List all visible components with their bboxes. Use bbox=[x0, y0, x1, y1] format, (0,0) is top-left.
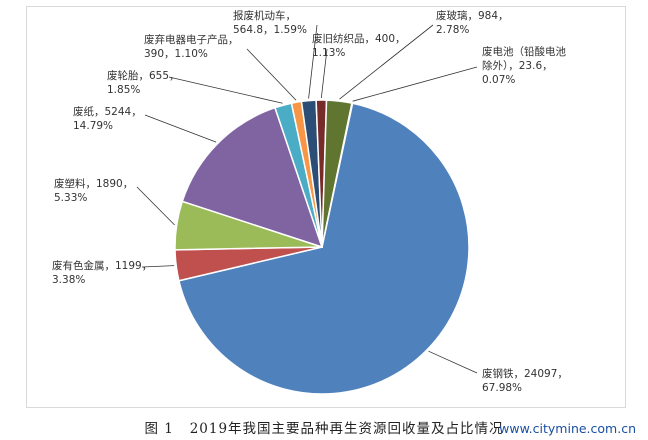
slice-label-1: 废钢铁，24097， 67.98% bbox=[482, 367, 568, 394]
slice-label-8: 废旧纺织品，400， 1.13% bbox=[312, 32, 406, 59]
slice-label-7: 报废机动车， 564.8，1.59% bbox=[233, 9, 307, 36]
figure-title: 2019年我国主要品种再生资源回收量及占比情况 bbox=[189, 421, 504, 437]
leader-line-3 bbox=[136, 186, 175, 226]
pie-slice-10 bbox=[321, 102, 354, 248]
leader-line-6 bbox=[246, 48, 297, 101]
chart-frame: 废钢铁，24097， 67.98% 废有色金属，1199， 3.38% 废塑料，1890… bbox=[26, 6, 626, 408]
leader-line-5 bbox=[168, 76, 283, 104]
slice-label-6: 废弃电器电子产品， 390，1.10% bbox=[144, 33, 239, 60]
leader-line-10 bbox=[352, 66, 478, 102]
leader-line-9 bbox=[339, 24, 434, 100]
figure-caption: 图 1 2019年我国主要品种再生资源回收量及占比情况 bbox=[0, 417, 648, 437]
pie-chart: 废钢铁，24097， 67.98% 废有色金属，1199， 3.38% 废塑料，1890… bbox=[52, 9, 568, 395]
slice-label-5: 废轮胎，655， 1.85% bbox=[107, 69, 180, 96]
pie-slice-4 bbox=[181, 106, 324, 249]
watermark-text: www.citymine.com.cn bbox=[499, 421, 636, 436]
slice-label-9: 废玻璃，984， 2.78% bbox=[436, 9, 509, 36]
slice-label-3: 废塑料，1890， 5.33% bbox=[54, 177, 133, 204]
leader-line-1 bbox=[428, 350, 478, 374]
figure-number: 图 1 bbox=[144, 421, 174, 437]
leader-line-7 bbox=[308, 24, 318, 99]
leader-line-2 bbox=[141, 265, 175, 268]
pie-slice-1 bbox=[178, 102, 470, 395]
leader-line-4 bbox=[144, 114, 217, 143]
leader-line-8 bbox=[320, 48, 328, 99]
slice-label-4: 废纸，5244， 14.79% bbox=[73, 105, 142, 132]
slice-label-10: 废电池（铅酸电池除外），23.6， 0.07% bbox=[482, 45, 566, 86]
slice-label-2: 废有色金属，1199， 3.38% bbox=[52, 259, 152, 286]
